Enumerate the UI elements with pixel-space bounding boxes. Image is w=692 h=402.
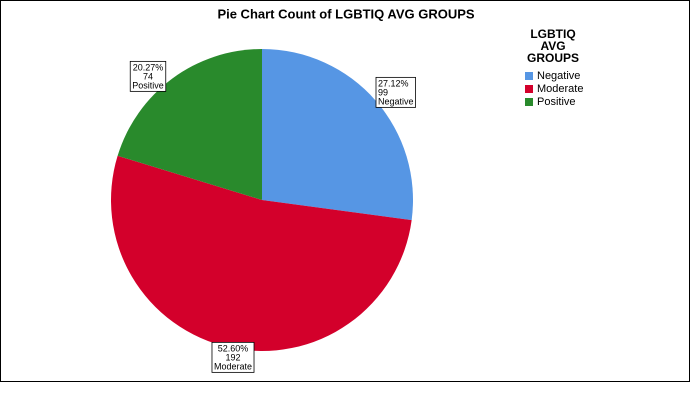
data-label-line: Positive [132, 80, 164, 90]
legend-swatch [525, 72, 533, 80]
data-label-box [129, 60, 167, 92]
legend-label: Moderate [537, 83, 583, 95]
pie-slice [117, 49, 262, 200]
data-label-line: Moderate [214, 361, 252, 371]
data-label-box [211, 341, 255, 373]
data-label-line: 27.12% [378, 78, 409, 88]
data-label-line: 20.27% [133, 62, 164, 72]
legend-swatch [525, 85, 533, 93]
pie-slice [110, 155, 412, 352]
legend-label: Negative [537, 70, 580, 82]
data-label-line: 74 [143, 71, 153, 81]
data-label-line: Negative [378, 96, 414, 106]
data-label-line: 52.60% [218, 343, 249, 353]
legend-label: Positive [537, 96, 576, 108]
data-label-line: 192 [225, 352, 240, 362]
pie-slice [262, 49, 413, 221]
legend-swatch [525, 98, 533, 106]
data-label-box [375, 76, 416, 108]
legend-title: LGBTIQ AVG GROUPS [526, 27, 579, 65]
chart-title: Pie Chart Count of LGBTIQ AVG GROUPS [217, 6, 474, 21]
data-label-line: 99 [378, 87, 388, 97]
